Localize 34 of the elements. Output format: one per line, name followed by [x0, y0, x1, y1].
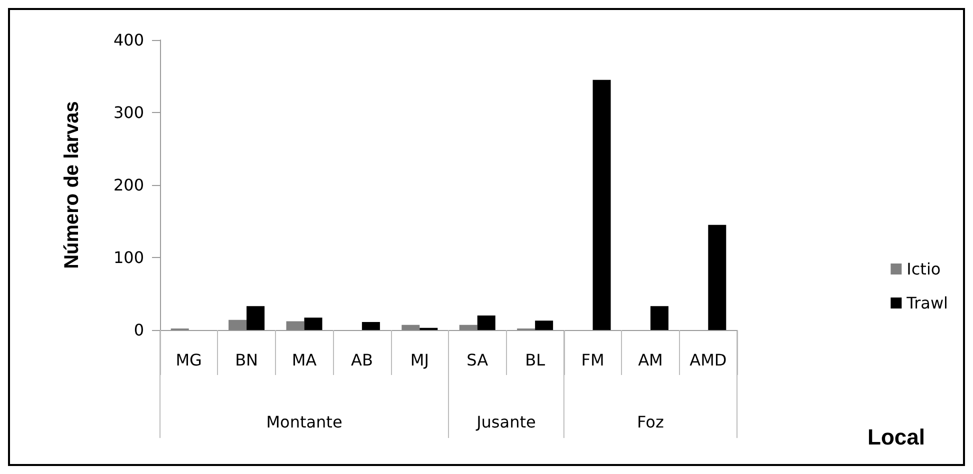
- bar: [246, 306, 265, 330]
- x-tick-label: AB: [350, 350, 373, 370]
- x-tick-label: AM: [638, 350, 663, 370]
- bar: [650, 306, 668, 330]
- bar: [286, 321, 304, 330]
- bar: [304, 318, 322, 330]
- x-tick-label: AMD: [690, 350, 727, 370]
- y-axis-title: Número de larvas: [61, 101, 83, 269]
- legend-label: Ictio: [906, 260, 941, 278]
- bar: [228, 320, 247, 330]
- y-tick-label: 100: [113, 248, 144, 267]
- x-tick-label: BN: [235, 350, 258, 370]
- x-tick-label: FM: [581, 350, 604, 370]
- text: Jusante: [476, 412, 536, 432]
- x-tick-label: BL: [525, 350, 546, 370]
- bar: [362, 322, 380, 330]
- bar: [708, 224, 726, 330]
- y-tick-label: 400: [113, 30, 144, 50]
- bar: [402, 324, 420, 330]
- text: Foz: [637, 412, 664, 432]
- legend-label: Trawl: [906, 294, 948, 312]
- y-tick-label: 0: [134, 320, 144, 340]
- y-tick-label: 300: [113, 103, 144, 122]
- x-tick-label: MJ: [410, 350, 429, 370]
- x-tick-label: SA: [466, 350, 488, 370]
- bar: [459, 324, 478, 330]
- x-tick-label: MA: [292, 350, 317, 370]
- text: Local: [868, 424, 926, 450]
- bar: [592, 80, 611, 330]
- x-tick-label: MG: [176, 350, 202, 370]
- text: Montante: [266, 412, 342, 432]
- bar: [535, 320, 554, 330]
- bar: [477, 316, 496, 330]
- y-tick-label: 200: [113, 176, 144, 194]
